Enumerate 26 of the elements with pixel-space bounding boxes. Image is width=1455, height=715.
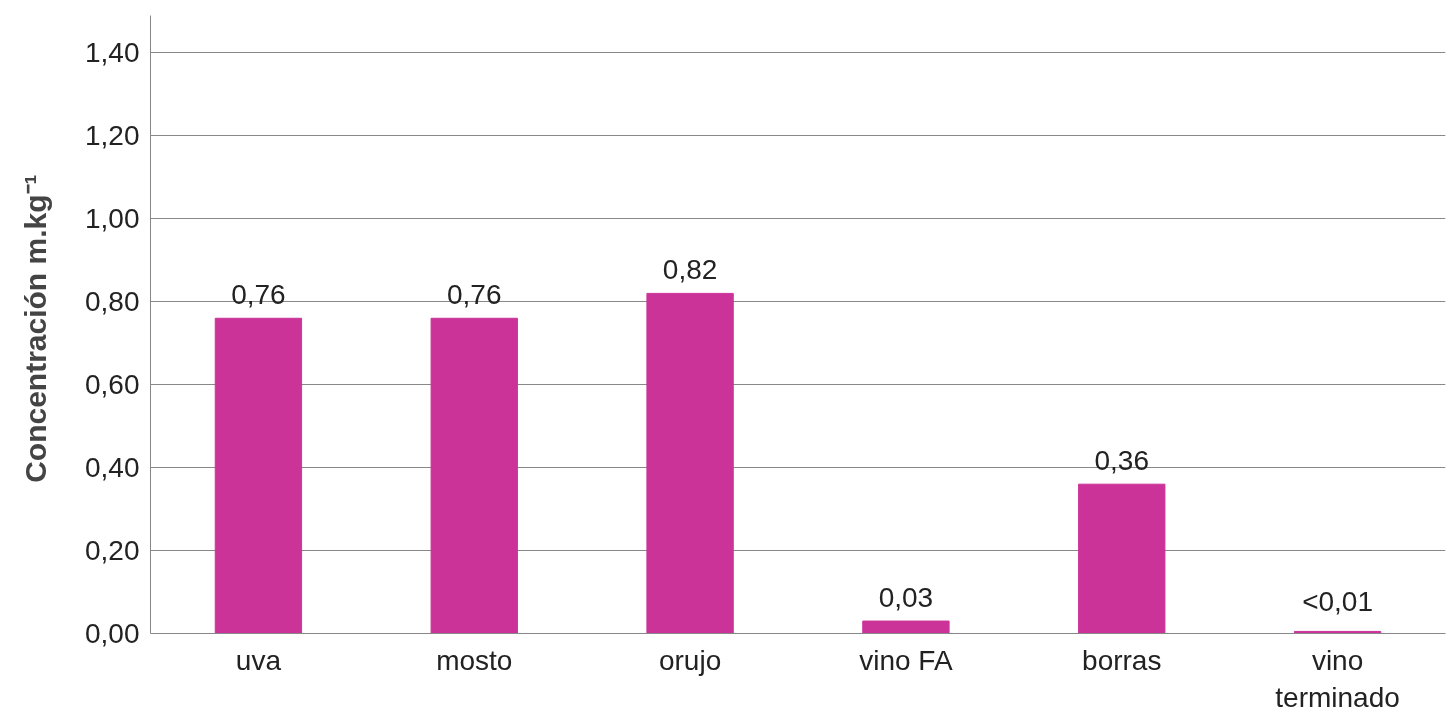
bar [214, 317, 303, 634]
data-label: 0,36 [1094, 445, 1149, 477]
y-tick-label: 1,00 [85, 203, 140, 235]
data-label: 0,76 [447, 279, 502, 311]
y-tick-label: 0,80 [85, 286, 140, 318]
y-tick-label: 1,40 [85, 37, 140, 69]
x-tick-label: vino terminado [1275, 644, 1400, 713]
data-label: 0,03 [878, 582, 934, 614]
data-label: <0,01 [1302, 586, 1374, 618]
data-label: 0,76 [231, 279, 286, 311]
bar [862, 620, 950, 634]
x-tick-label: vino FA [859, 644, 953, 676]
data-label: 0,82 [662, 254, 718, 286]
bar [1078, 483, 1166, 634]
x-tick-label: uva [235, 644, 282, 676]
x-tick-label: mosto [436, 644, 513, 676]
y-tick-label: 0,60 [85, 369, 140, 401]
y-tick-label: 0,20 [85, 535, 140, 567]
x-tick-label: borras [1082, 644, 1162, 676]
y-tick-label: 1,20 [85, 120, 140, 152]
y-tick-label: 0,00 [85, 618, 140, 649]
y-tick-label: 0,40 [85, 452, 140, 484]
bar [646, 292, 734, 634]
x-tick-label: orujo [658, 644, 722, 676]
y-axis-title: Concentración m.kg⁻¹ [19, 174, 52, 483]
bar [430, 317, 518, 634]
